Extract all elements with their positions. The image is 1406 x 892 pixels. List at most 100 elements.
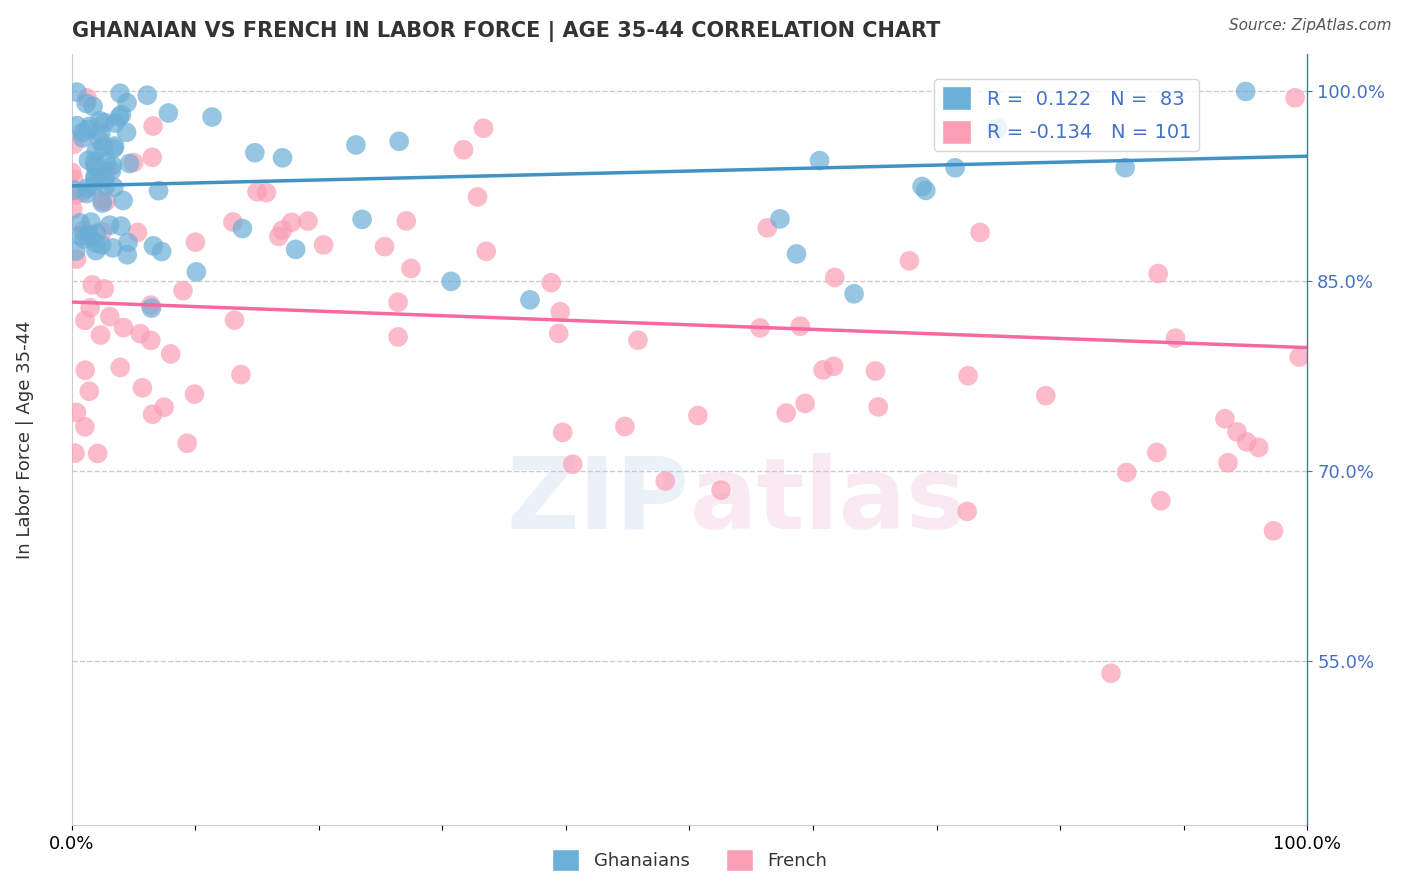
Ghanaians	[72, 131, 94, 145]
French	[475, 244, 498, 259]
French	[267, 229, 290, 244]
Ghanaians	[84, 160, 107, 174]
Text: ZIP: ZIP	[506, 452, 689, 549]
Ghanaians	[82, 99, 104, 113]
Ghanaians	[82, 179, 104, 194]
French	[453, 143, 475, 157]
Ghanaians	[69, 216, 91, 230]
French	[548, 304, 571, 318]
French	[79, 384, 101, 399]
Ghanaians	[110, 219, 132, 233]
Ghanaians	[91, 140, 114, 154]
Ghanaians	[271, 151, 294, 165]
French	[139, 298, 162, 312]
French	[865, 364, 887, 378]
French	[1150, 493, 1173, 508]
French	[79, 301, 101, 315]
French	[63, 137, 86, 152]
French	[297, 214, 319, 228]
Ghanaians	[93, 172, 115, 186]
French	[1284, 91, 1306, 105]
Ghanaians	[108, 110, 131, 124]
Ghanaians	[96, 154, 118, 169]
French	[969, 226, 991, 240]
Text: Source: ZipAtlas.com: Source: ZipAtlas.com	[1229, 18, 1392, 33]
French	[75, 363, 97, 377]
Ghanaians	[104, 139, 127, 153]
Ghanaians	[108, 87, 131, 101]
French	[122, 155, 145, 169]
French	[224, 313, 246, 327]
French	[1035, 389, 1057, 403]
Ghanaians	[103, 141, 125, 155]
French	[98, 310, 121, 324]
Ghanaians	[110, 107, 132, 121]
French	[956, 504, 979, 518]
French	[1115, 466, 1137, 480]
French	[467, 190, 489, 204]
Ghanaians	[117, 235, 139, 250]
French	[898, 253, 921, 268]
French	[627, 333, 650, 347]
French	[131, 381, 153, 395]
Ghanaians	[786, 247, 808, 261]
French	[86, 446, 108, 460]
Ghanaians	[118, 156, 141, 170]
French	[387, 295, 409, 310]
Ghanaians	[90, 238, 112, 252]
Ghanaians	[344, 137, 367, 152]
French	[1146, 445, 1168, 459]
French	[129, 326, 152, 341]
French	[153, 401, 176, 415]
Ghanaians	[911, 179, 934, 194]
Ghanaians	[101, 241, 124, 255]
Ghanaians	[141, 301, 163, 315]
French	[1216, 456, 1239, 470]
French	[73, 313, 96, 327]
Ghanaians	[79, 120, 101, 134]
French	[1288, 350, 1310, 364]
French	[472, 121, 495, 136]
Legend: Ghanaians, French: Ghanaians, French	[544, 841, 834, 878]
French	[1213, 411, 1236, 425]
Ghanaians	[76, 228, 98, 243]
Ghanaians	[66, 119, 89, 133]
French	[1236, 434, 1258, 449]
French	[89, 328, 111, 343]
Ghanaians	[89, 113, 111, 128]
French	[91, 194, 114, 208]
French	[222, 215, 245, 229]
Ghanaians	[148, 184, 170, 198]
French	[271, 223, 294, 237]
French	[374, 239, 396, 253]
Ghanaians	[352, 212, 374, 227]
French	[83, 159, 105, 173]
Text: atlas: atlas	[689, 452, 966, 549]
French	[789, 319, 811, 334]
French	[65, 252, 87, 267]
French	[108, 360, 131, 375]
French	[387, 330, 409, 344]
French	[62, 202, 84, 217]
Ghanaians	[77, 122, 100, 136]
French	[824, 270, 846, 285]
Ghanaians	[808, 153, 831, 168]
French	[142, 119, 165, 133]
Ghanaians	[93, 115, 115, 129]
Ghanaians	[103, 180, 125, 194]
French	[540, 276, 562, 290]
Text: GHANAIAN VS FRENCH IN LABOR FORCE | AGE 35-44 CORRELATION CHART: GHANAIAN VS FRENCH IN LABOR FORCE | AGE …	[72, 21, 939, 42]
French	[280, 215, 302, 229]
French	[82, 277, 104, 292]
French	[184, 235, 207, 250]
French	[1147, 267, 1170, 281]
French	[551, 425, 574, 440]
Ghanaians	[1114, 161, 1136, 175]
French	[176, 436, 198, 450]
Ghanaians	[89, 134, 111, 148]
Ghanaians	[986, 121, 1008, 136]
Ghanaians	[115, 95, 138, 110]
French	[73, 419, 96, 434]
French	[72, 223, 94, 237]
Ghanaians	[150, 244, 173, 259]
